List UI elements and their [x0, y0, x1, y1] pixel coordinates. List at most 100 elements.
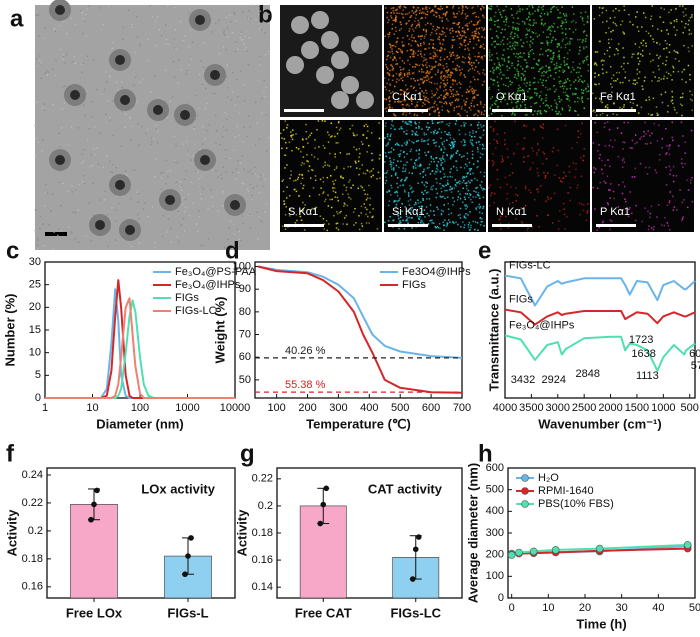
map-dot — [553, 51, 555, 54]
map-dot — [559, 12, 561, 14]
map-dot — [476, 186, 479, 189]
texture — [199, 148, 201, 151]
texture — [224, 149, 227, 151]
map-dot — [549, 88, 551, 90]
texture — [40, 61, 43, 64]
x-tick-label: 1000 — [175, 402, 199, 414]
map-dot — [548, 69, 550, 72]
texture — [65, 53, 68, 56]
map-dot — [525, 36, 528, 39]
map-dot — [457, 99, 459, 102]
map-dot — [516, 194, 519, 197]
map-dot — [536, 167, 539, 170]
map-dot — [476, 146, 479, 149]
texture — [129, 139, 132, 141]
map-dot — [509, 83, 512, 86]
map-dot — [458, 22, 461, 24]
map-dot — [529, 40, 532, 43]
map-dot — [452, 165, 455, 168]
texture — [259, 219, 262, 222]
map-dot — [418, 64, 421, 67]
map-dot — [477, 109, 479, 112]
map-dot — [326, 176, 329, 179]
map-dot — [418, 205, 421, 208]
map-dot — [578, 80, 580, 82]
map-dot — [667, 33, 670, 35]
map-dot — [392, 10, 394, 12]
map-dot — [561, 27, 563, 30]
map-dot — [429, 173, 432, 175]
map-dot — [682, 135, 684, 137]
texture — [238, 112, 241, 115]
map-dot — [440, 94, 442, 97]
map-dot — [284, 214, 287, 216]
map-dot — [397, 186, 399, 189]
texture — [160, 172, 162, 174]
map-dot — [449, 96, 452, 98]
map-dot — [446, 79, 449, 81]
map-dot — [455, 98, 458, 100]
map-dot — [521, 45, 523, 47]
map-dot — [408, 195, 410, 197]
texture — [238, 238, 241, 241]
map-dot — [482, 205, 485, 208]
map-dot — [621, 159, 624, 162]
texture — [115, 166, 117, 169]
texture — [82, 160, 85, 163]
texture — [91, 116, 93, 118]
map-dot — [619, 209, 622, 211]
map-dot — [460, 72, 462, 74]
map-dot — [462, 138, 465, 141]
map-dot — [429, 57, 431, 59]
map-dot — [451, 187, 453, 190]
texture — [206, 102, 208, 105]
texture — [169, 100, 172, 103]
map-dot — [424, 140, 426, 142]
map-dot — [311, 169, 314, 172]
map-dot — [444, 48, 446, 51]
map-dot — [524, 96, 526, 99]
map-dot — [445, 76, 447, 78]
map-dot — [412, 131, 414, 133]
map-dot — [536, 92, 538, 95]
map-dot — [425, 8, 428, 11]
map-dot — [523, 147, 525, 150]
map-dot — [425, 154, 427, 157]
map-dot — [412, 12, 415, 14]
map-dot — [517, 72, 519, 75]
map-dot — [468, 168, 471, 170]
map-dot — [455, 67, 457, 70]
map-dot — [507, 60, 510, 63]
map-dot — [401, 50, 403, 52]
map-dot — [420, 12, 423, 14]
map-dot — [390, 184, 392, 187]
map-dot — [415, 10, 418, 12]
map-dot — [423, 80, 425, 83]
map-dot — [343, 184, 345, 187]
map-dot — [412, 6, 415, 8]
map-dot — [467, 172, 469, 174]
map-dot — [661, 101, 664, 104]
map-dot — [396, 191, 399, 194]
map-dot — [517, 90, 519, 92]
map-dot — [509, 35, 512, 38]
map-dot — [409, 97, 411, 100]
map-dot — [500, 100, 502, 103]
texture — [37, 14, 40, 16]
map-dot — [424, 48, 426, 50]
map-dot — [388, 204, 390, 207]
map-dot — [579, 213, 581, 216]
map-dot — [454, 184, 457, 186]
texture — [241, 182, 244, 185]
map-dot — [672, 195, 674, 198]
map-dot — [472, 92, 474, 95]
map-dot — [606, 121, 609, 123]
map-dot — [404, 179, 406, 182]
map-dot — [528, 28, 531, 31]
map-dot — [391, 120, 393, 122]
peak-label: 1113 — [636, 370, 659, 382]
map-dot — [418, 148, 420, 151]
map-dot — [396, 8, 399, 11]
map-dot — [644, 76, 646, 79]
map-dot — [508, 174, 511, 177]
